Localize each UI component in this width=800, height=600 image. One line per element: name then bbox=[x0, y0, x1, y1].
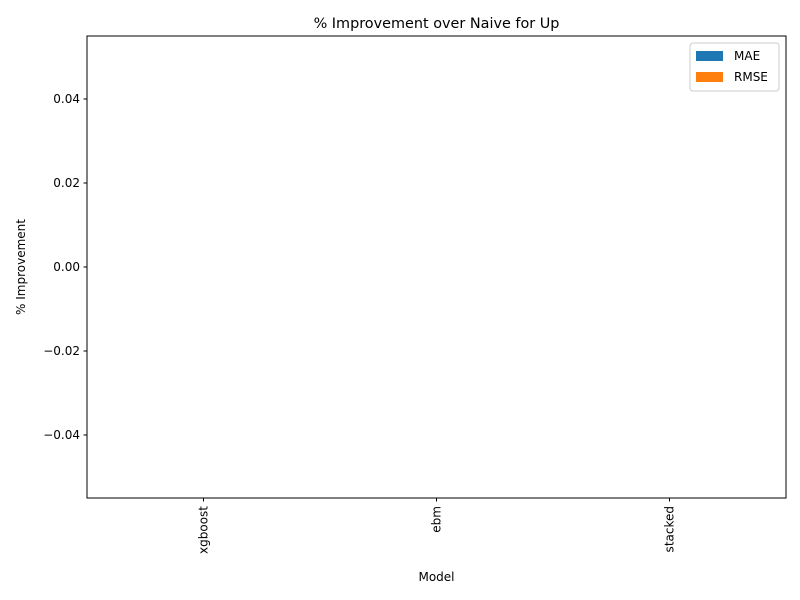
legend-swatch-mae bbox=[696, 51, 723, 61]
x-tick-label-stacked: stacked bbox=[663, 506, 677, 552]
legend-swatch-rmse bbox=[696, 72, 723, 82]
y-tick-label: 0.04 bbox=[53, 92, 80, 106]
y-tick-label: 0.02 bbox=[53, 176, 80, 190]
x-tick-label-ebm: ebm bbox=[430, 506, 444, 533]
x-tick-label-xgboost: xgboost bbox=[197, 506, 211, 554]
chart-title: % Improvement over Naive for Up bbox=[314, 16, 560, 32]
y-axis: −0.04 −0.02 0.00 0.02 0.04 bbox=[43, 92, 87, 442]
x-axis: xgboost ebm stacked bbox=[197, 498, 677, 554]
y-tick-label: 0.00 bbox=[53, 260, 80, 274]
y-tick-label: −0.04 bbox=[43, 428, 80, 442]
y-tick-label: −0.02 bbox=[43, 344, 80, 358]
y-axis-label: % Improvement bbox=[14, 219, 28, 315]
legend-label-mae: MAE bbox=[734, 49, 760, 63]
x-axis-label: Model bbox=[418, 570, 454, 584]
plot-area: −0.04 −0.02 0.00 0.02 0.04 xgboost ebm stacked bbox=[43, 35, 787, 554]
plot-frame bbox=[86, 35, 787, 499]
legend-label-rmse: RMSE bbox=[734, 70, 768, 84]
legend: MAE RMSE bbox=[689, 42, 780, 92]
